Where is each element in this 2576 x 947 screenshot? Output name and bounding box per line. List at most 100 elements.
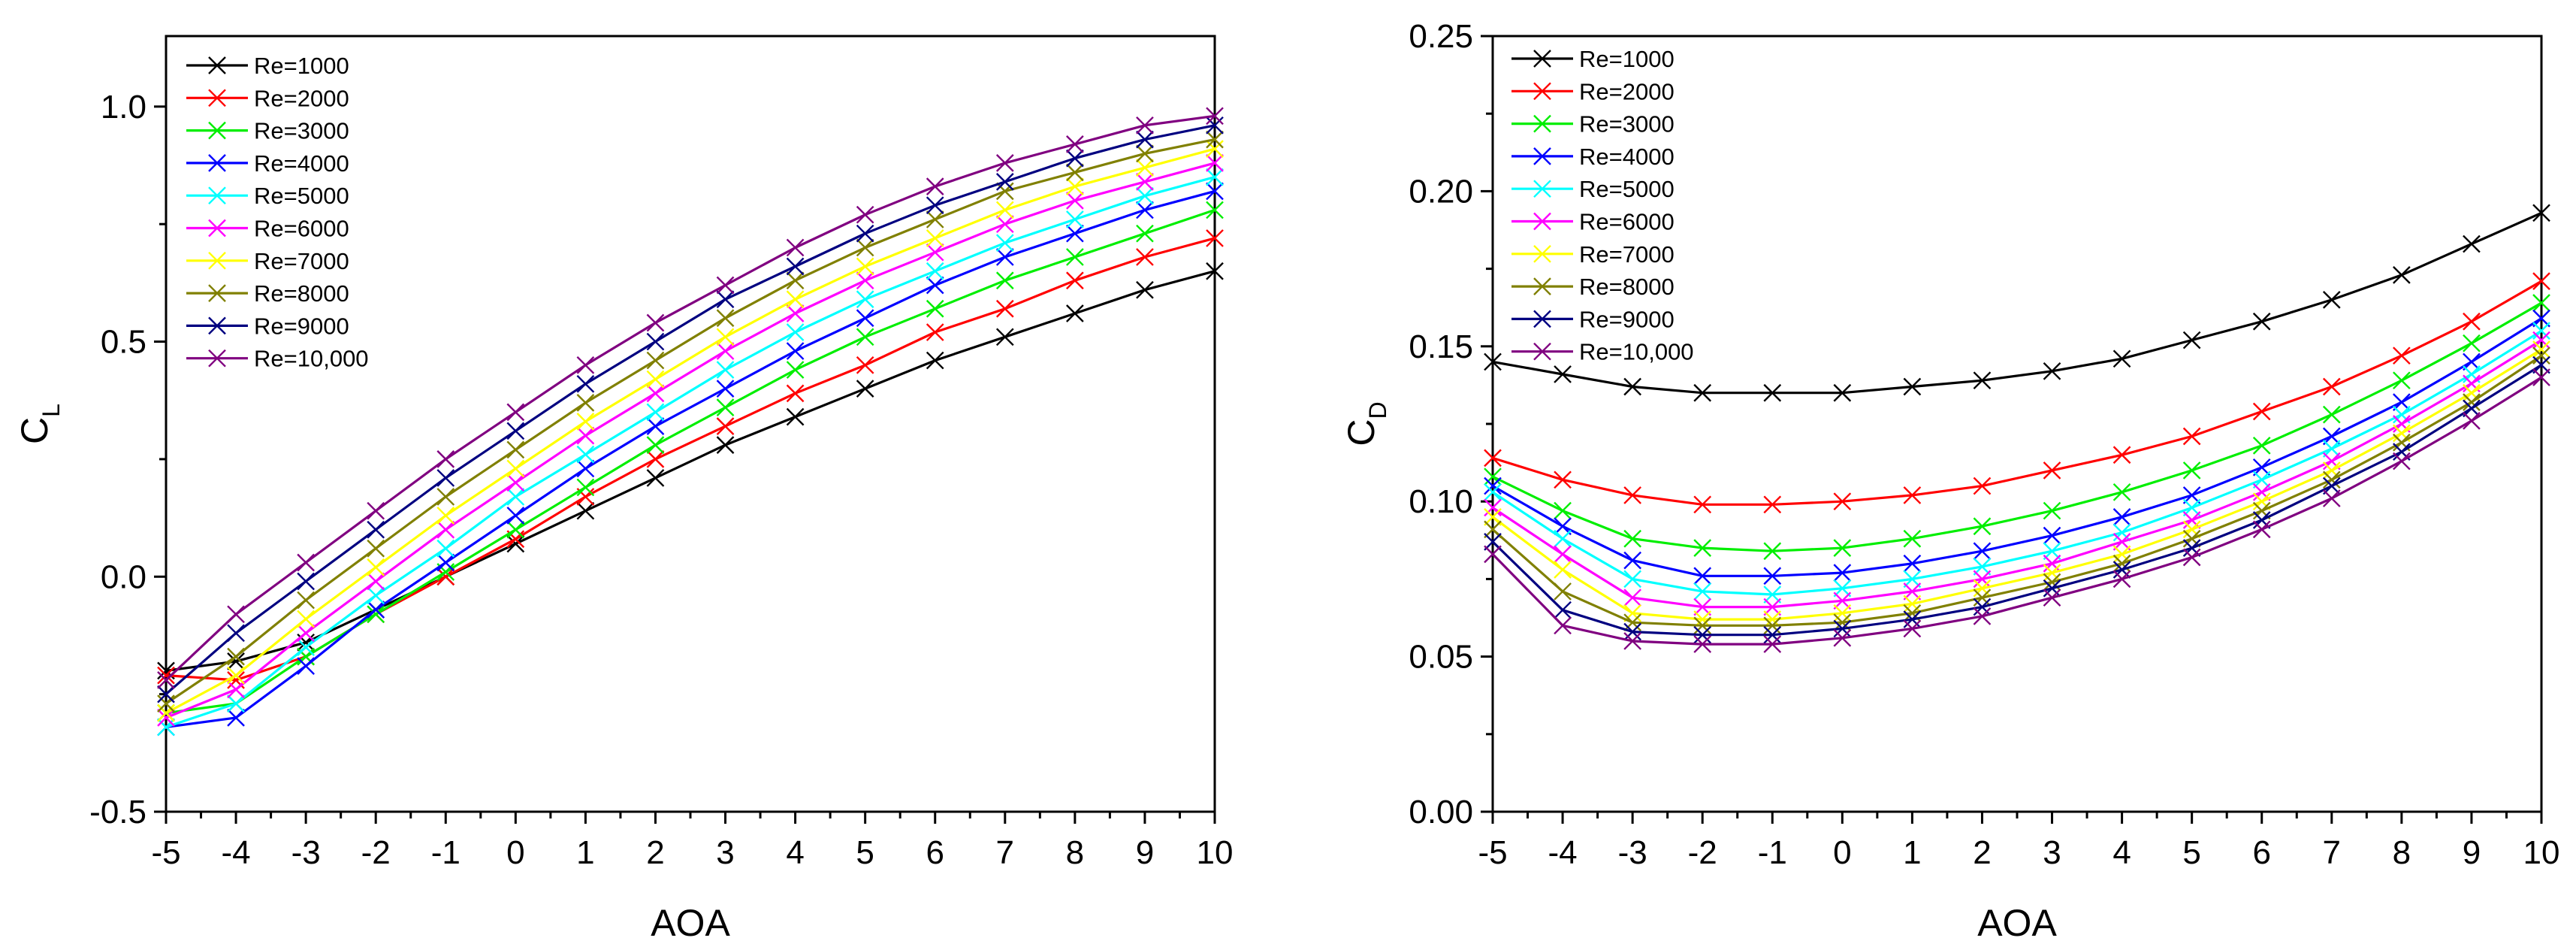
- data-point: [1066, 224, 1084, 243]
- legend-label: Re=2000: [1579, 78, 1675, 104]
- data-point: [1136, 280, 1154, 299]
- data-point: [2182, 548, 2201, 567]
- data-point: [227, 694, 245, 713]
- data-point: [576, 478, 595, 497]
- data-point: [2463, 352, 2481, 371]
- data-point: [1484, 477, 1502, 495]
- data-point: [2043, 362, 2061, 380]
- legend-label: Re=1000: [254, 53, 349, 79]
- data-point: [227, 605, 245, 624]
- data-point: [716, 417, 735, 435]
- data-point: [506, 459, 525, 478]
- data-point: [576, 394, 595, 412]
- data-point: [2322, 291, 2341, 309]
- x-tick-label: 3: [716, 834, 734, 871]
- legend-marker: [208, 316, 226, 335]
- y-tick-label: 0.10: [1409, 483, 1473, 520]
- x-tick-label: 0: [506, 834, 524, 871]
- legend-label: Re=4000: [1579, 144, 1675, 170]
- series-8: [1484, 356, 2550, 644]
- data-point: [1554, 501, 1572, 520]
- data-point: [1484, 352, 1502, 371]
- data-point: [1554, 517, 1572, 536]
- data-point: [2532, 340, 2550, 359]
- series-line: [165, 138, 1216, 705]
- x-tick-label: 8: [1066, 834, 1084, 871]
- data-point: [1066, 271, 1084, 290]
- x-tick-label: 9: [1136, 834, 1154, 871]
- data-point: [2463, 399, 2481, 418]
- data-point: [2043, 461, 2061, 480]
- y-axis-title-subscript: L: [38, 404, 65, 417]
- data-point: [1763, 625, 1782, 644]
- data-point: [2322, 477, 2341, 495]
- data-point: [2112, 483, 2131, 501]
- x-tick-label: 2: [646, 834, 664, 871]
- data-point: [2532, 331, 2550, 349]
- data-point: [2112, 349, 2131, 368]
- data-point: [227, 666, 245, 685]
- data-point: [2393, 452, 2411, 470]
- data-point: [1693, 495, 1712, 514]
- legend-marker: [1533, 114, 1551, 133]
- data-point: [506, 520, 525, 539]
- data-point: [716, 342, 735, 360]
- legend-label: Re=10,000: [1579, 339, 1694, 365]
- x-tick-label: 5: [2182, 834, 2200, 871]
- data-point: [1484, 533, 1502, 551]
- data-point: [1066, 210, 1084, 228]
- data-point: [926, 229, 944, 247]
- data-point: [995, 154, 1014, 172]
- data-point: [716, 309, 735, 328]
- data-point: [2182, 331, 2201, 349]
- x-tick-label: 10: [1197, 834, 1234, 871]
- data-point: [786, 290, 805, 309]
- data-point: [2252, 458, 2271, 477]
- data-point: [1136, 201, 1154, 219]
- data-point: [506, 507, 525, 525]
- data-point: [1973, 588, 1992, 607]
- data-point: [1066, 304, 1084, 322]
- data-point: [2463, 393, 2481, 411]
- data-point: [1973, 542, 1992, 561]
- series-3: [1484, 309, 2550, 585]
- data-point: [367, 586, 385, 605]
- data-point: [576, 501, 595, 520]
- legend-marker: [1533, 147, 1551, 165]
- legend-marker: [1533, 277, 1551, 295]
- x-tick-label: 9: [2463, 834, 2481, 871]
- data-point: [1554, 601, 1572, 619]
- data-point: [646, 403, 665, 422]
- data-point: [1973, 558, 1992, 576]
- x-tick-label: -2: [361, 834, 391, 871]
- data-point: [1973, 570, 1992, 588]
- data-point: [1136, 130, 1154, 149]
- legend-label: Re=4000: [254, 150, 349, 177]
- legend-label: Re=7000: [254, 248, 349, 274]
- data-point: [436, 450, 455, 468]
- legend-marker: [1533, 310, 1551, 328]
- data-point: [1763, 616, 1782, 635]
- data-point: [926, 262, 944, 280]
- data-point: [786, 384, 805, 403]
- x-tick-label: 5: [856, 834, 874, 871]
- data-point: [1903, 610, 1922, 628]
- data-point: [995, 215, 1014, 234]
- x-tick-label: -4: [1548, 834, 1578, 871]
- series-line: [1492, 329, 2542, 596]
- data-point: [1903, 486, 1922, 504]
- data-point: [576, 426, 595, 445]
- y-tick-label: 0.05: [1409, 639, 1473, 676]
- data-point: [716, 436, 735, 454]
- data-point: [1623, 604, 1641, 622]
- data-point: [1484, 467, 1502, 486]
- data-point: [1693, 539, 1712, 557]
- data-point: [1136, 116, 1154, 135]
- x-tick-label: -1: [1758, 834, 1787, 871]
- series-line: [165, 176, 1216, 728]
- data-point: [2252, 483, 2271, 501]
- data-point: [2532, 368, 2550, 386]
- data-point: [1903, 595, 1922, 613]
- data-point: [995, 248, 1014, 266]
- data-point: [2393, 266, 2411, 284]
